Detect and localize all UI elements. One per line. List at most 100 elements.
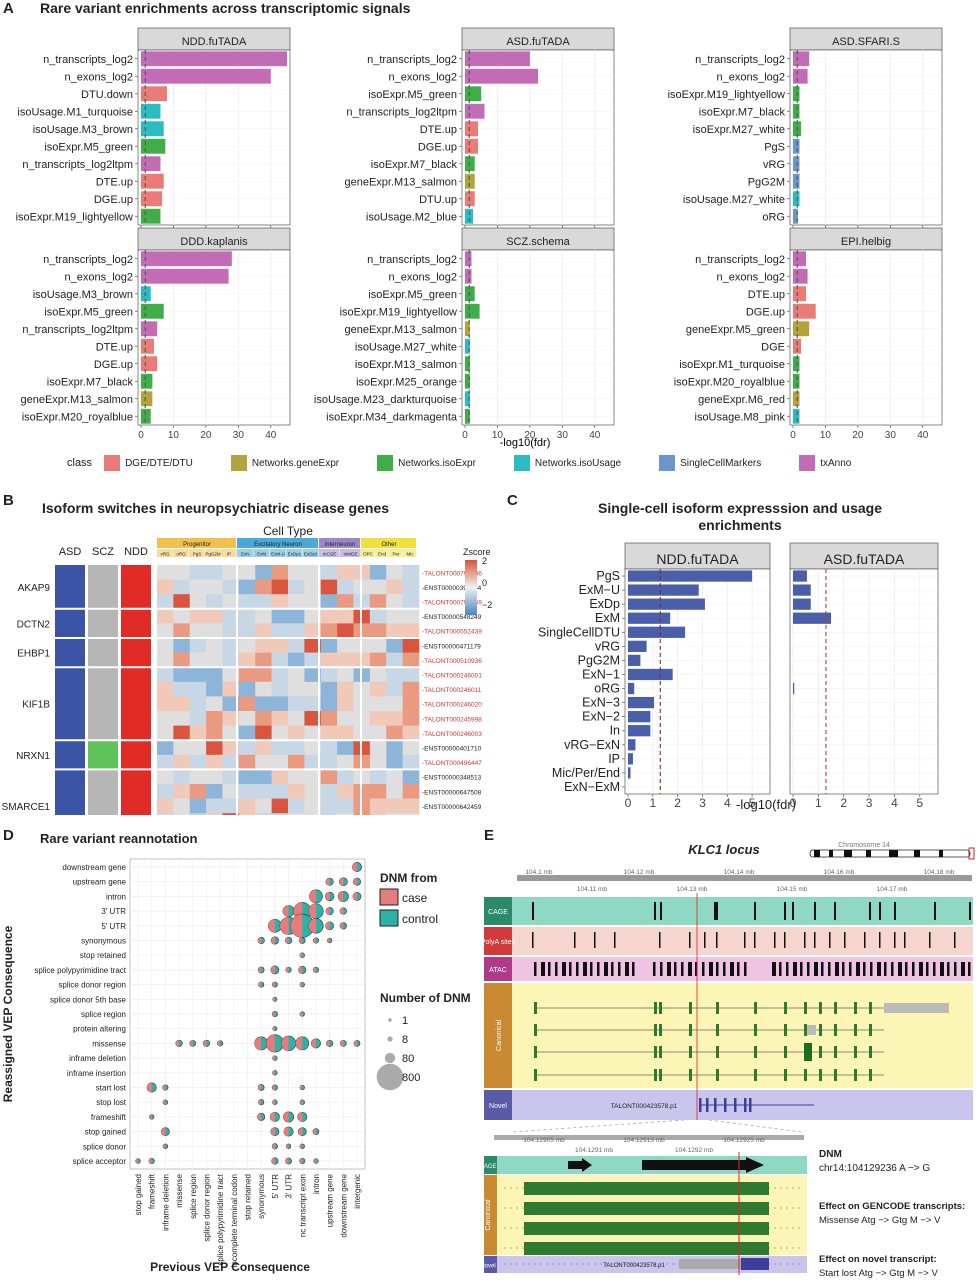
gene-label: SMARCE1 — [2, 802, 51, 813]
heatmap-cell — [337, 754, 354, 770]
heatmap-cell — [271, 667, 289, 683]
heatmap-cell — [255, 652, 272, 668]
heatmap-cell — [255, 579, 272, 595]
heatmap-cell — [304, 652, 322, 668]
gene-flag-cell — [55, 667, 85, 741]
category-label: DTE.up — [748, 289, 785, 301]
heatmap-cell — [402, 608, 420, 624]
heatmap-cell — [271, 638, 289, 653]
data-bar — [141, 338, 154, 354]
bubble-case — [299, 1085, 303, 1090]
heatmap-cell — [271, 798, 289, 814]
atac-peak — [604, 962, 608, 976]
legend-label-netu: Networks.isoUsage — [534, 457, 622, 469]
legend-size-label: 8 — [402, 1034, 408, 1046]
transcript-label: -ENST00000401710 — [422, 746, 482, 753]
heatmap-cell — [238, 565, 256, 580]
data-bar — [628, 767, 631, 779]
category-label: vRG−ExN — [564, 738, 620, 752]
zoom-exon — [524, 1202, 769, 1215]
category-label: ExN−1 — [582, 667, 620, 681]
heatmap-cell — [189, 565, 207, 580]
heatmap-cell — [288, 565, 305, 580]
bubble-case — [149, 1114, 152, 1120]
transcript-label: -ENST00000647508 — [422, 789, 482, 796]
polya-site — [704, 932, 706, 948]
heatmap-cell — [386, 740, 403, 756]
heatmap-cell — [222, 638, 240, 653]
celltype-sub-band — [286, 549, 303, 557]
data-bar — [793, 303, 816, 319]
data-bar — [141, 156, 161, 172]
x-tick-label: 30 — [557, 430, 569, 441]
heatmap-cell — [206, 711, 223, 726]
heatmap-cell — [189, 725, 207, 741]
heatmap-cell — [288, 594, 305, 610]
bubble-case — [258, 966, 262, 973]
bubble-case — [338, 891, 344, 902]
heatmap-cell — [173, 696, 191, 712]
novel-transcript-label: TALONT000423578.p1 — [611, 1103, 678, 1110]
data-bar — [141, 191, 163, 207]
celltype-sub-label: PgG2M — [205, 552, 221, 557]
heatmap-cell — [369, 784, 387, 799]
heatmap-cell — [238, 638, 256, 653]
x-tick-label: 3 — [699, 796, 706, 810]
heatmap-cell — [255, 681, 272, 697]
heatmap-cell — [304, 638, 322, 653]
data-bar — [628, 711, 651, 723]
heatmap-cell — [337, 784, 354, 799]
x-category-label: splice donor region — [202, 1174, 211, 1242]
heatmap-cell — [173, 813, 191, 815]
bubble-case — [327, 938, 330, 943]
heatmap-cell — [402, 579, 420, 595]
heatmap-cell — [337, 667, 354, 683]
heatmap-cell — [255, 725, 272, 741]
legend-label-neti: Networks.isoExpr — [398, 457, 476, 469]
bubble-case — [272, 1070, 275, 1076]
gene-flag-cell — [121, 608, 151, 638]
data-bar — [793, 338, 802, 354]
atac-peak — [723, 962, 726, 976]
heatmap-cell — [157, 579, 174, 595]
track-background — [512, 957, 973, 981]
x-category-label: nc transcript exon — [298, 1174, 307, 1237]
track-label: ATAC — [489, 967, 507, 974]
heatmap-cell — [206, 667, 223, 683]
bubble-case — [217, 1040, 221, 1047]
data-bar — [793, 156, 800, 172]
heatmap-cell — [255, 711, 272, 726]
heatmap-cell — [157, 681, 174, 697]
exon — [754, 1046, 757, 1058]
category-label: n_transcripts_log2ltpm — [346, 106, 457, 118]
category-label: n_transcripts_log2 — [367, 254, 457, 266]
data-bar — [793, 68, 808, 84]
heatmap-cell — [320, 711, 338, 726]
atac-peak — [667, 962, 671, 976]
transcript-label: -TALONT000246003 — [422, 731, 482, 738]
heatmap-cell — [271, 565, 289, 580]
bubble-case — [272, 1084, 275, 1091]
x-tick-label: 1 — [649, 796, 656, 810]
category-label: isoExpr.M5_green — [368, 89, 457, 101]
category-label: n_transcripts_log2 — [43, 254, 133, 266]
x-tick-label: 10 — [168, 430, 180, 441]
legend-item-netg: Networks.geneExpr — [230, 455, 339, 471]
category-label: n_exons_log2 — [64, 271, 133, 283]
exon — [659, 1069, 662, 1081]
legend-item-sc: SingleCellMarkers — [659, 455, 761, 471]
cage-peak — [716, 902, 718, 920]
category-label: DTE.up — [420, 124, 457, 136]
exon — [834, 1002, 837, 1014]
heatmap-cell — [402, 711, 420, 726]
zoom-track-label-box — [484, 1156, 497, 1174]
x-category-label: splice polypyrimidine tract — [216, 1173, 225, 1265]
transcript-label: -TALONT000496447 — [422, 760, 482, 767]
zoom-novel-utr — [679, 1259, 741, 1269]
chromosome-label: Chromosome 14 — [838, 842, 890, 849]
zoom-scale-top-label: 104.12915 mb — [623, 1137, 665, 1144]
zoom-scale-bottom-label: 104.1291 mb — [575, 1147, 613, 1154]
y-category-label: frameshift — [91, 1113, 127, 1122]
x-tick-label: 0 — [625, 796, 632, 810]
bubble-case — [135, 1158, 138, 1164]
